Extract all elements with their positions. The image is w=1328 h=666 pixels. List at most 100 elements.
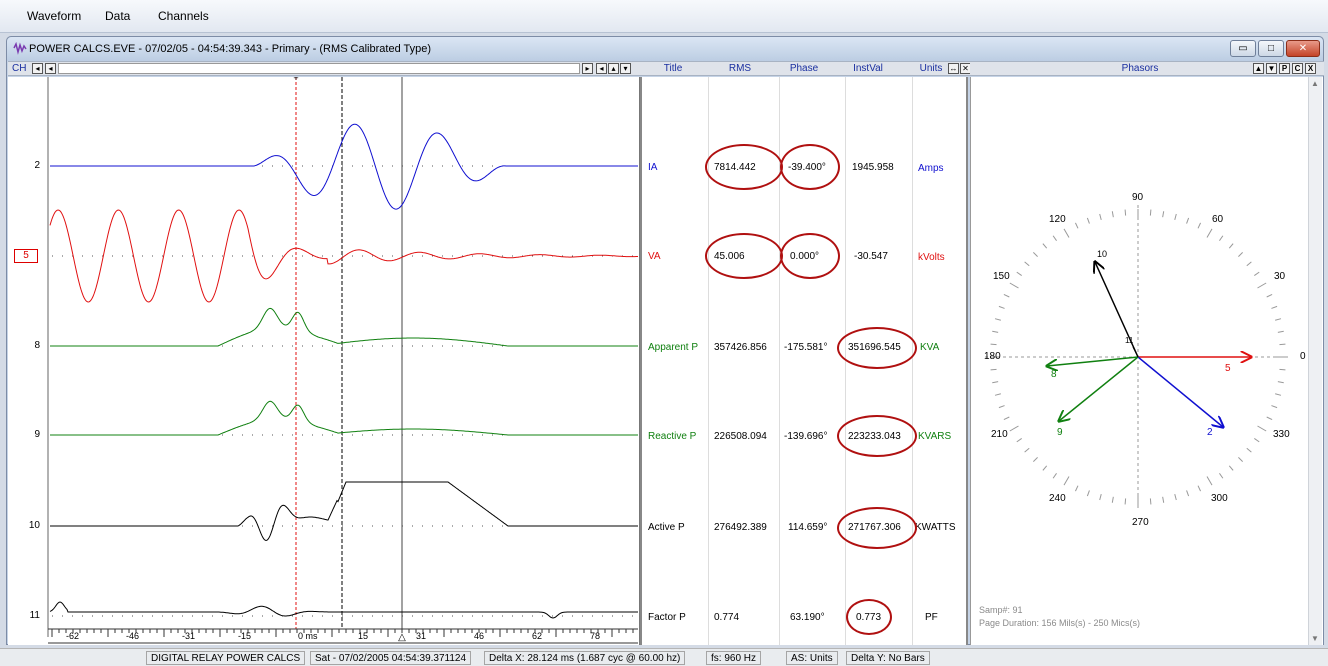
col-rms: RMS bbox=[728, 63, 752, 74]
channel-num[interactable]: 8 bbox=[34, 340, 40, 351]
ring-tick bbox=[1254, 438, 1260, 443]
ring-tick bbox=[1228, 465, 1234, 471]
channel-title[interactable]: IA bbox=[648, 162, 658, 173]
channel-num-selected[interactable]: 5 bbox=[14, 249, 38, 263]
time-tick-label: 62 bbox=[532, 631, 543, 641]
angle-label: 0 bbox=[1300, 351, 1306, 362]
time-tick-label: -62 bbox=[66, 631, 80, 641]
time-tick-label: 0 ms bbox=[298, 631, 318, 641]
menu-data[interactable]: Data bbox=[105, 9, 131, 23]
maximize-button[interactable]: □ bbox=[1258, 40, 1284, 57]
phasor-up-button[interactable]: ▲ bbox=[1253, 63, 1264, 74]
ring-tick bbox=[1016, 271, 1022, 276]
status-app-name: DIGITAL RELAY POWER CALCS bbox=[146, 651, 306, 665]
channel-instval: 1945.958 bbox=[852, 162, 894, 173]
ring-tick bbox=[1275, 318, 1282, 321]
status-as-units: AS: Units bbox=[786, 651, 838, 665]
horizontal-scrollbar[interactable] bbox=[58, 63, 580, 74]
time-tick-label: 46 bbox=[474, 631, 485, 641]
menu-waveform[interactable]: Waveform bbox=[27, 9, 82, 23]
phasor-down-button[interactable]: ▼ bbox=[1266, 63, 1277, 74]
phasor-close-button[interactable]: X bbox=[1305, 63, 1316, 74]
channel-num[interactable]: 9 bbox=[34, 429, 40, 440]
status-bar: DIGITAL RELAY POWER CALCS Sat - 07/02/20… bbox=[0, 648, 1328, 666]
channel-rms: 226508.094 bbox=[714, 431, 767, 442]
phasor-arrow-9 bbox=[1059, 356, 1139, 421]
phasor-diagram bbox=[985, 205, 1291, 509]
scroll-left-end-icon[interactable]: ◂ bbox=[32, 63, 43, 74]
ring-tick bbox=[1162, 496, 1165, 503]
phasor-c-button[interactable]: C bbox=[1292, 63, 1303, 74]
channel-title[interactable]: Reactive P bbox=[648, 431, 697, 442]
ring-tick bbox=[1271, 405, 1278, 409]
channel-title[interactable]: VA bbox=[648, 251, 661, 262]
ring-tick bbox=[1074, 222, 1079, 229]
scroll-down-icon[interactable]: ▼ bbox=[1311, 634, 1319, 643]
col-title: Title bbox=[663, 63, 683, 74]
minimize-button[interactable]: ▭ bbox=[1230, 40, 1256, 57]
channel-rms: 276492.389 bbox=[714, 522, 767, 533]
highlight-oval bbox=[780, 144, 840, 190]
scroll-right-icon[interactable]: ▸ bbox=[582, 63, 593, 74]
channel-num[interactable]: 10 bbox=[28, 520, 40, 531]
phasor-p-button[interactable]: P bbox=[1279, 63, 1290, 74]
channel-num[interactable]: 2 bbox=[34, 160, 40, 171]
ring-tick bbox=[1149, 209, 1152, 216]
time-tick-label: 15 bbox=[358, 631, 369, 641]
time-tick-label: -15 bbox=[238, 631, 252, 641]
waveform-plot: + △ bbox=[47, 77, 638, 644]
ring-tick bbox=[1024, 261, 1030, 267]
channel-phase: 63.190° bbox=[790, 612, 825, 623]
channel-title[interactable]: Active P bbox=[648, 522, 685, 533]
ring-tick bbox=[1228, 243, 1234, 249]
menu-channels[interactable]: Channels bbox=[158, 9, 209, 23]
ring-tick bbox=[998, 305, 1005, 309]
ring-tick bbox=[1124, 498, 1127, 505]
expand-columns-icon[interactable]: ↔ bbox=[948, 63, 959, 74]
waveform-panel[interactable]: + △ 2 5 8 9 10 11 -62 -46 -31 -15 0 ms 1… bbox=[8, 77, 640, 645]
scroll-left-icon[interactable]: ◂ bbox=[45, 63, 56, 74]
ring-tick bbox=[992, 330, 999, 333]
channel-units: KVARS bbox=[918, 431, 952, 442]
ring-tick bbox=[1009, 282, 1019, 289]
ring-tick bbox=[1257, 282, 1267, 289]
highlight-oval bbox=[837, 507, 917, 549]
ring-tick bbox=[1279, 368, 1286, 371]
channel-units: Amps bbox=[918, 163, 944, 174]
channel-num[interactable]: 11 bbox=[29, 610, 40, 621]
waveform-header: CH ◂ ◂ ▸ ◂ ▴ ▾ bbox=[8, 61, 640, 76]
col-phasors: Phasors bbox=[1121, 63, 1159, 74]
col-instval: InstVal bbox=[853, 63, 883, 74]
zoom-in-left-icon[interactable]: ◂ bbox=[596, 63, 607, 74]
angle-label: 240 bbox=[1049, 493, 1066, 504]
ring-tick bbox=[1016, 438, 1022, 443]
ring-tick bbox=[994, 318, 1001, 321]
scroll-up-icon[interactable]: ▲ bbox=[1311, 79, 1319, 88]
channel-title[interactable]: Apparent P bbox=[648, 342, 699, 353]
status-sample-rate: fs: 960 Hz bbox=[706, 651, 762, 665]
close-button[interactable]: ✕ bbox=[1286, 40, 1320, 57]
channel-title[interactable]: Factor P bbox=[648, 612, 686, 623]
ring-tick bbox=[1277, 330, 1284, 333]
ring-tick bbox=[1009, 425, 1019, 432]
ring-tick bbox=[990, 343, 997, 346]
phasor-panel[interactable]: 0 30 60 90 120 150 180 210 240 270 300 3… bbox=[970, 77, 1323, 645]
highlight-oval bbox=[846, 599, 892, 635]
channel-rms: 0.774 bbox=[714, 612, 740, 623]
svg-text:+: + bbox=[293, 77, 298, 83]
phasor-label-8: 8 bbox=[1051, 369, 1057, 380]
ring-tick bbox=[1086, 490, 1090, 497]
ring-tick bbox=[1042, 243, 1048, 249]
angle-label: 180 bbox=[984, 351, 1001, 362]
phasor-arrow-2 bbox=[1137, 356, 1223, 427]
angle-label: 90 bbox=[1132, 192, 1144, 203]
phasor-arrow-11 bbox=[1132, 346, 1139, 358]
channel-down-icon[interactable]: ▾ bbox=[620, 63, 631, 74]
app-icon bbox=[13, 42, 27, 55]
ring-tick bbox=[1277, 381, 1284, 384]
ring-tick bbox=[1279, 343, 1286, 346]
ring-tick bbox=[1086, 217, 1090, 224]
phasor-scrollbar[interactable]: ▲ ▼ bbox=[1308, 77, 1322, 645]
channel-up-icon[interactable]: ▴ bbox=[608, 63, 619, 74]
menu-bar: Waveform Data Channels bbox=[0, 0, 1328, 33]
